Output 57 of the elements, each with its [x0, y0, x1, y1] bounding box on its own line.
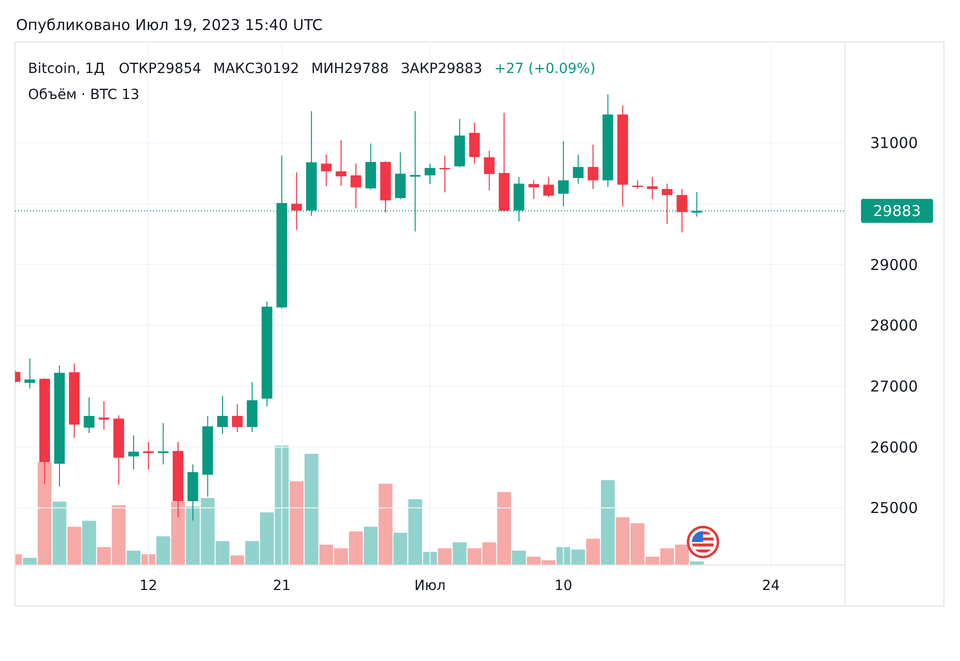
candlestick — [84, 397, 94, 434]
annotation: ОТКР29854 — [118, 61, 202, 77]
chart-title: Опубликовано Июл 19, 2023 15:40 UTC — [16, 16, 323, 34]
candlestick — [336, 140, 346, 186]
candlestick — [128, 434, 139, 470]
candlestick — [424, 163, 436, 185]
candlestick — [588, 144, 598, 190]
bar — [512, 550, 526, 565]
x-tick-label: 12 — [139, 578, 158, 594]
y-tick-label: 25000 — [870, 499, 918, 518]
candlestick — [676, 188, 688, 234]
candlestick — [439, 155, 450, 193]
x-tick-label: Июл — [414, 578, 446, 594]
bar — [438, 548, 452, 565]
annotation: МИН29788 — [311, 61, 389, 77]
annotation: Объём · BTC 13 — [28, 87, 140, 103]
annotation: МАКС30192 — [213, 61, 300, 77]
bar — [67, 526, 82, 565]
candlestick — [543, 176, 554, 198]
bar — [600, 480, 615, 565]
bar — [156, 536, 170, 565]
candlestick — [217, 395, 228, 434]
x-tick-label: 10 — [554, 578, 572, 594]
candlestick — [572, 154, 584, 184]
bar — [364, 526, 378, 565]
bar — [452, 542, 467, 565]
candlestick — [291, 172, 302, 230]
y-tick-label: 26000 — [870, 438, 918, 456]
candlestick — [662, 183, 672, 224]
candlestick — [320, 154, 332, 187]
candlestick — [232, 404, 243, 432]
annotation: +27 (+0.09%) — [494, 61, 596, 77]
candlestick — [646, 176, 658, 200]
candlestick — [24, 358, 36, 390]
x-tick-label: 24 — [762, 578, 780, 594]
candlestick — [350, 163, 362, 209]
y-tick-label: 29000 — [870, 256, 918, 274]
y-tick-label: 28000 — [870, 316, 918, 335]
bar — [52, 502, 66, 565]
ref-line-label: 29883 — [873, 202, 921, 220]
bar — [126, 550, 140, 565]
bar — [586, 538, 600, 565]
y-tick-label: 31000 — [870, 134, 918, 152]
bar — [378, 484, 392, 565]
bar — [141, 554, 156, 565]
bar — [290, 481, 304, 565]
candlestick — [528, 180, 540, 200]
candlestick — [558, 140, 569, 207]
bar — [82, 520, 96, 565]
x-tick-label: 21 — [272, 578, 291, 594]
bar — [304, 454, 318, 565]
annotation: ЗАКР29883 — [400, 61, 482, 77]
bar — [230, 555, 244, 565]
candlestick — [98, 400, 110, 430]
y-tick-label: 27000 — [870, 377, 918, 396]
candlestick — [484, 150, 495, 191]
text: Bitcoin, 1Д — [28, 61, 105, 77]
